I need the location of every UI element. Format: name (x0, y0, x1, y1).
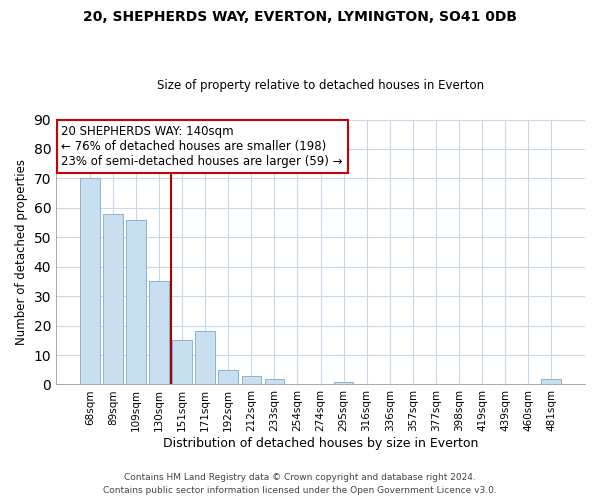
Bar (541, 378, 561, 384)
X-axis label: Distribution of detached houses by size in Everton: Distribution of detached houses by size … (163, 437, 478, 450)
Title: Size of property relative to detached houses in Everton: Size of property relative to detached ho… (157, 79, 484, 92)
Bar (334, 382, 353, 384)
Text: Contains HM Land Registry data © Crown copyright and database right 2024.
Contai: Contains HM Land Registry data © Crown c… (103, 474, 497, 495)
Bar (196, 332, 215, 384)
Y-axis label: Number of detached properties: Number of detached properties (15, 159, 28, 345)
Text: 20, SHEPHERDS WAY, EVERTON, LYMINGTON, SO41 0DB: 20, SHEPHERDS WAY, EVERTON, LYMINGTON, S… (83, 10, 517, 24)
Text: 20 SHEPHERDS WAY: 140sqm
← 76% of detached houses are smaller (198)
23% of semi-: 20 SHEPHERDS WAY: 140sqm ← 76% of detach… (61, 125, 343, 168)
Bar (149, 282, 169, 385)
Bar (265, 378, 284, 384)
Bar (80, 178, 100, 384)
Bar (126, 220, 146, 384)
Bar (242, 376, 261, 384)
Bar (172, 340, 192, 384)
Bar (218, 370, 238, 384)
Bar (103, 214, 123, 384)
